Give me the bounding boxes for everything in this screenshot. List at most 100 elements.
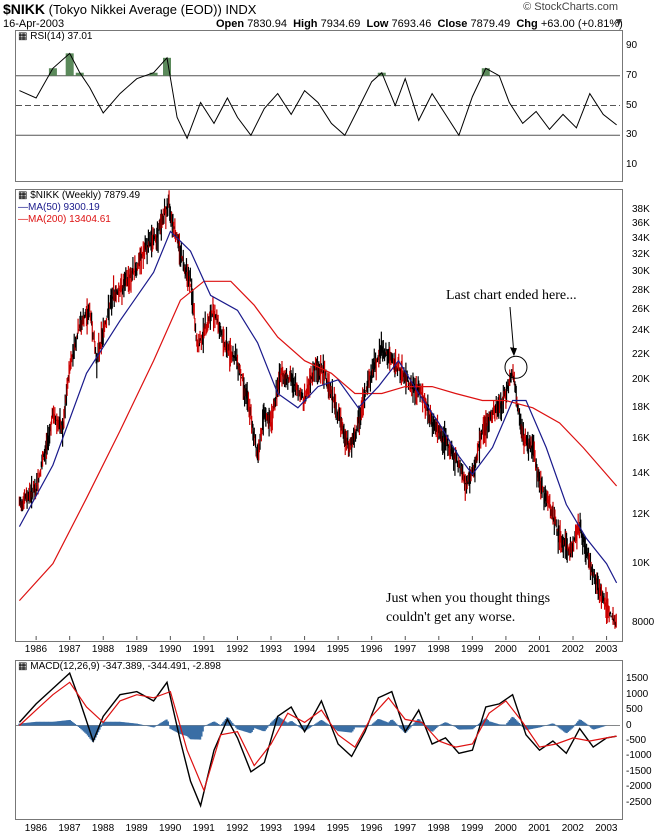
macd-histogram-bar xyxy=(80,725,83,730)
macd-histogram-bar xyxy=(582,721,585,726)
macd-histogram-bar xyxy=(313,724,317,726)
macd-histogram-bar xyxy=(79,725,82,728)
rsi-overbought-fill xyxy=(163,57,171,76)
macd-histogram-bar xyxy=(108,721,111,726)
macd-histogram-bar xyxy=(577,721,580,726)
macd-histogram-bar xyxy=(271,721,274,726)
macd-histogram-bar xyxy=(348,725,351,733)
macd-histogram-bar xyxy=(279,717,282,726)
macd-histogram-bar xyxy=(566,725,570,732)
macd-histogram-bar xyxy=(579,719,582,726)
macd-histogram-bar xyxy=(339,725,342,732)
price-x-tick-label: 1992 xyxy=(226,644,249,655)
brand-label: © StockCharts.com xyxy=(523,1,618,13)
macd-histogram-bar xyxy=(499,724,502,726)
macd-histogram-bar xyxy=(148,725,151,727)
macd-histogram-bar xyxy=(542,725,545,727)
macd-histogram-bar xyxy=(395,723,398,726)
macd-histogram-bar xyxy=(428,725,431,730)
macd-histogram-bar xyxy=(379,719,382,726)
annotation-arrowhead xyxy=(509,347,517,357)
macd-histogram-bar xyxy=(335,725,339,731)
macd-histogram-bar xyxy=(560,725,563,730)
macd-histogram-bar xyxy=(186,725,189,737)
macd-histogram-bar xyxy=(445,722,448,726)
price-tick-label: 24K xyxy=(632,325,650,337)
macd-histogram-bar xyxy=(59,720,62,726)
quote-date: 16-Apr-2003 xyxy=(3,18,65,30)
macd-histogram-bar xyxy=(569,725,572,730)
macd-histogram-bar xyxy=(377,719,380,726)
macd-histogram-bar xyxy=(530,725,533,729)
macd-histogram-bar xyxy=(190,725,193,740)
macd-histogram-bar xyxy=(128,722,131,726)
macd-histogram-bar xyxy=(250,725,253,733)
macd-histogram-bar xyxy=(557,725,561,728)
macd-histogram-bar xyxy=(258,725,261,730)
macd-histogram-bar xyxy=(559,725,562,729)
macd-histogram-bar xyxy=(341,725,344,732)
macd-histogram-bar xyxy=(441,723,444,726)
macd-x-tick-label: 1987 xyxy=(58,823,81,834)
macd-histogram-bar xyxy=(476,724,479,726)
macd-histogram-bar xyxy=(82,725,86,732)
macd-histogram-bar xyxy=(183,725,186,736)
rsi-overbought-fill xyxy=(65,53,74,76)
macd-histogram-bar xyxy=(586,724,589,726)
macd-histogram-bar xyxy=(602,725,606,727)
macd-histogram-bar xyxy=(467,725,470,730)
macd-x-tick-label: 1994 xyxy=(293,823,316,834)
macd-histogram-bar xyxy=(371,723,375,726)
macd-tick-label: 0 xyxy=(626,719,632,731)
macd-histogram-bar xyxy=(581,720,584,726)
macd-histogram-bar xyxy=(337,725,340,732)
macd-histogram-bar xyxy=(415,720,419,726)
macd-histogram-bar xyxy=(288,722,291,726)
macd-histogram-bar xyxy=(421,723,424,726)
macd-histogram-bar xyxy=(383,721,386,726)
annotation-last-chart: Last chart ended here... xyxy=(446,288,577,303)
macd-histogram-bar xyxy=(444,722,447,726)
macd-histogram-bar xyxy=(513,719,517,726)
macd-histogram-bar xyxy=(98,725,101,730)
macd-histogram-bar xyxy=(539,725,542,727)
macd-histogram-bar xyxy=(458,725,461,730)
macd-histogram-bar xyxy=(601,725,604,727)
macd-histogram-bar xyxy=(188,725,191,739)
macd-histogram-bar xyxy=(453,725,456,727)
macd-histogram-bar xyxy=(591,725,594,729)
macd-histogram-bar xyxy=(568,725,571,731)
macd-histogram-bar xyxy=(249,725,252,734)
macd-histogram-bar xyxy=(578,719,581,726)
macd-histogram-bar xyxy=(44,721,47,726)
macd-histogram-bar xyxy=(66,720,69,726)
macd-histogram-bar xyxy=(22,723,25,726)
macd-histogram-bar xyxy=(268,724,271,726)
macd-histogram-bar xyxy=(378,719,381,726)
price-x-tick-label: 1991 xyxy=(192,644,215,655)
macd-histogram-bar xyxy=(346,725,349,733)
macd-histogram-bar xyxy=(102,721,105,726)
macd-line xyxy=(18,671,617,808)
macd-histogram-bar xyxy=(131,723,135,726)
macd-histogram-bar xyxy=(157,724,160,726)
macd-histogram-bar xyxy=(522,725,526,729)
macd-histogram-bar xyxy=(73,723,77,726)
macd-histogram-bar xyxy=(473,725,477,728)
macd-histogram-bar xyxy=(191,725,194,740)
macd-histogram-bar xyxy=(459,725,462,730)
macd-histogram-bar xyxy=(397,725,400,727)
price-tick-label: 16K xyxy=(632,433,650,445)
macd-histogram-bar xyxy=(75,724,78,726)
macd-histogram-bar xyxy=(285,722,288,726)
macd-histogram-bar xyxy=(284,721,287,726)
macd-histogram-bar xyxy=(248,725,251,733)
chg-arrow-icon: ▼ xyxy=(614,17,624,28)
price-x-tick-label: 1987 xyxy=(58,644,81,655)
macd-histogram-bar xyxy=(160,722,163,726)
macd-histogram-bar xyxy=(246,725,249,733)
rsi-tick-label: 50 xyxy=(626,99,638,111)
macd-histogram-bar xyxy=(100,724,104,726)
macd-histogram-bar xyxy=(245,725,248,732)
macd-histogram-bar xyxy=(572,725,575,728)
